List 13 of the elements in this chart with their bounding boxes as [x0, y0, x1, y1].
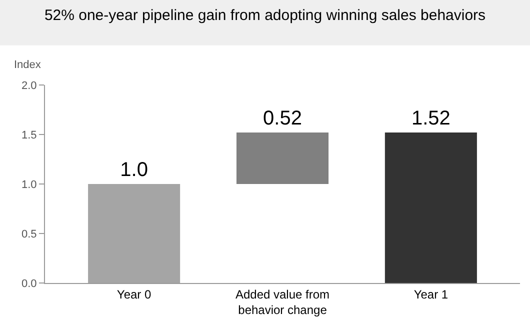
data-label: 0.52: [263, 108, 302, 130]
x-tick-label: Added value from behavior change: [235, 287, 330, 317]
y-tick-label: 1.0: [22, 178, 37, 191]
y-tick-label: 0.0: [22, 278, 37, 290]
y-tick-label: 0.5: [22, 228, 37, 240]
y-tick-label: 2.0: [22, 80, 37, 92]
x-tick-label: Year 0: [116, 287, 152, 302]
x-tick-label: Year 1: [414, 287, 448, 302]
chart-title: 52% one-year pipeline gain from adopting winning sales behaviors: [44, 6, 486, 24]
y-tick-label: 1.5: [22, 129, 37, 142]
data-label: 1.0: [120, 159, 148, 181]
data-label: 1.52: [411, 108, 450, 130]
y-axis-title: Index: [14, 59, 42, 71]
